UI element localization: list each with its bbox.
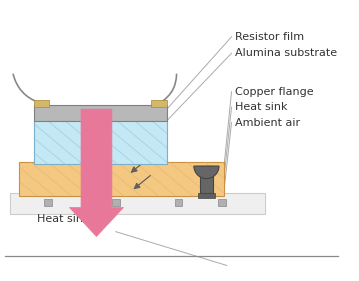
- Bar: [174, 199, 182, 206]
- Text: Heat sink: Heat sink: [37, 214, 89, 224]
- Bar: [34, 99, 49, 107]
- Bar: [34, 119, 167, 164]
- Bar: [45, 199, 52, 206]
- Bar: [34, 105, 167, 121]
- Polygon shape: [69, 109, 123, 237]
- Bar: [198, 193, 215, 198]
- Bar: [218, 199, 226, 206]
- Bar: [151, 99, 167, 107]
- Bar: [112, 199, 120, 206]
- Wedge shape: [194, 166, 219, 179]
- Bar: [19, 162, 224, 196]
- Bar: [200, 166, 213, 193]
- Text: Resistor film: Resistor film: [236, 32, 304, 42]
- Text: Ambient air: Ambient air: [236, 118, 300, 128]
- Bar: [10, 193, 265, 214]
- Text: Heat sink: Heat sink: [236, 102, 288, 112]
- Text: Copper flange: Copper flange: [236, 87, 314, 97]
- Text: Alumina substrate: Alumina substrate: [236, 48, 337, 58]
